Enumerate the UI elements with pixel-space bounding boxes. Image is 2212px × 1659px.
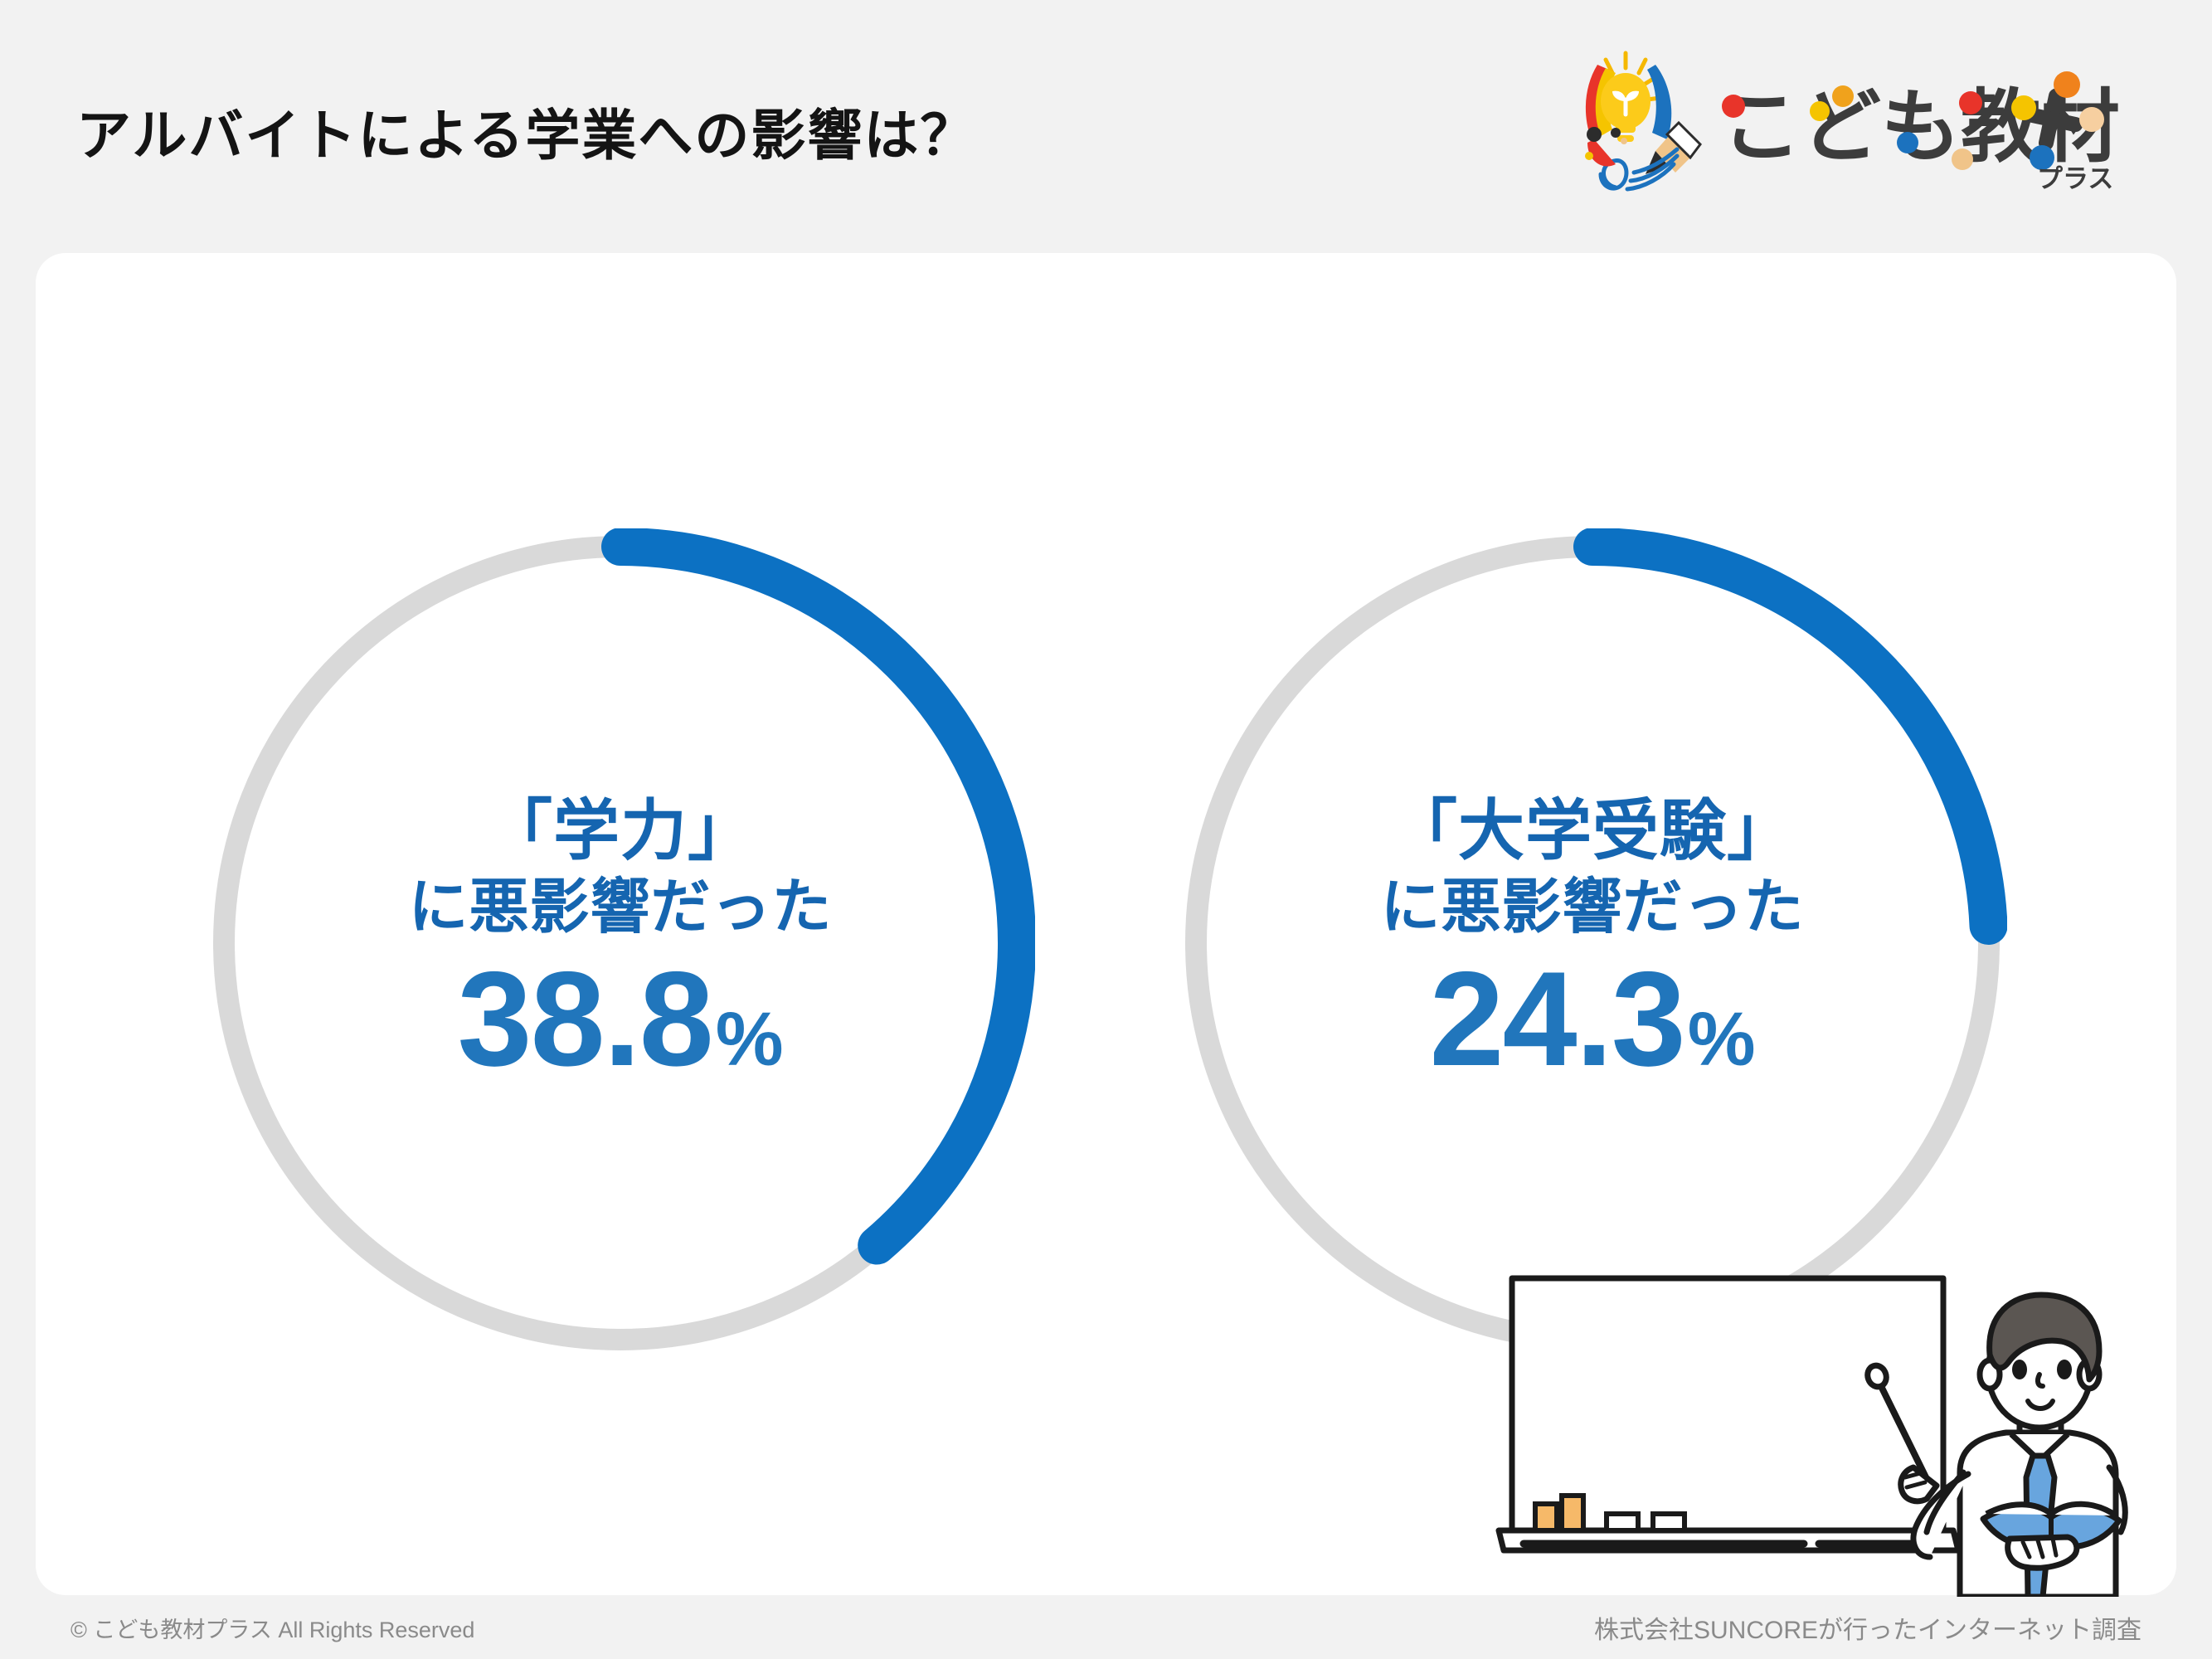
donut-value-unit: % xyxy=(1687,996,1756,1082)
donut-value-arc xyxy=(1178,528,2007,1358)
teacher-figure xyxy=(1898,1292,2128,1597)
donut-value: 24.3 % xyxy=(1429,943,1756,1094)
teacher-mouth xyxy=(2025,1399,2055,1411)
header: アルバイトによる学業への影響は？ xyxy=(0,0,2212,253)
donut-value-unit: % xyxy=(715,996,784,1082)
donut-value-arc xyxy=(206,528,1035,1358)
teacher-eye-right xyxy=(2057,1360,2072,1379)
teacher-with-whiteboard-illustration xyxy=(1489,1265,2177,1597)
lightbulb-pencil-emblem xyxy=(1585,51,1702,192)
donut-label-sub: に悪影響だった xyxy=(1380,874,1805,941)
page-title: アルバイトによる学業への影響は？ xyxy=(76,105,977,166)
whiteboard-markers xyxy=(1533,1493,1687,1533)
donut-center-label: 「学力」 に悪影響だった 38.8 % xyxy=(206,528,1035,1358)
donut-value-number: 24.3 xyxy=(1429,943,1685,1094)
donut-chart-daigaku-juken: 「大学受験」 に悪影響だった 24.3 % xyxy=(1178,528,2007,1358)
donut-label-top: 「大学受験」 xyxy=(1391,793,1794,868)
book-hand xyxy=(2005,1534,2080,1571)
donut-center-label: 「大学受験」 に悪影響だった 24.3 % xyxy=(1178,528,2007,1358)
logo-plus-text: プラス xyxy=(2037,164,2113,192)
donut-value-number: 38.8 xyxy=(457,943,713,1094)
teacher-eye-left xyxy=(2012,1360,2027,1379)
footer-copyright: © こども教材プラス All Rights Reserved xyxy=(70,1618,475,1642)
pointer-stick xyxy=(1864,1362,1930,1482)
donut-value: 38.8 % xyxy=(457,943,784,1094)
footer-source: 株式会社SUNCOREが行ったインターネット調査 xyxy=(1593,1617,2142,1644)
donut-label-top: 「学力」 xyxy=(486,793,755,868)
kodomo-kyozai-plus-logo[interactable]: こども教材 xyxy=(1576,35,2156,192)
whiteboard-panel xyxy=(1509,1275,1947,1534)
teacher-hair xyxy=(1986,1292,2103,1383)
plus-emblem xyxy=(2011,71,2104,170)
donut-label-sub: に悪影響だった xyxy=(408,874,833,941)
pointer-hand xyxy=(1898,1464,1940,1505)
donut-chart-gakuryoku: 「学力」 に悪影響だった 38.8 % xyxy=(206,528,1035,1358)
